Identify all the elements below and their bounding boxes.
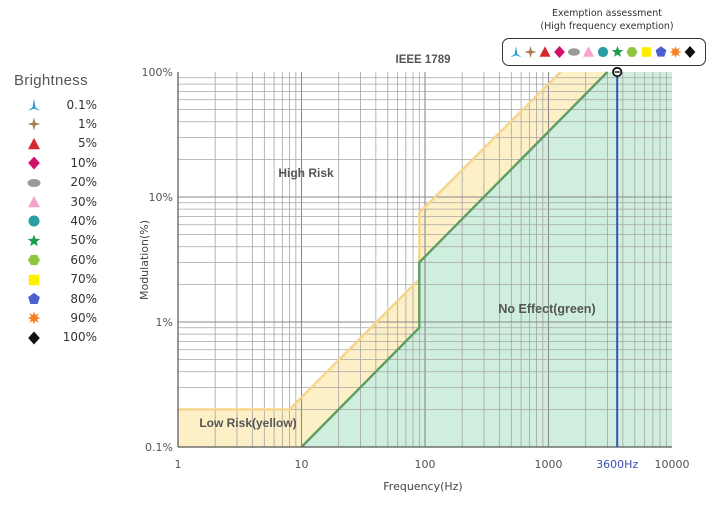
legend-items: 0.1% 1% 5% 10% 20% 30% 40% 50% 60% 70% 80% 90% 100%: [14, 95, 124, 347]
exemption-hexagon-icon: [626, 47, 638, 57]
triangle-marker: [28, 195, 40, 208]
legend-item: 70%: [14, 270, 124, 289]
square-marker: [28, 274, 40, 285]
exemption-diamond-icon: [554, 46, 565, 58]
grid-lines: [178, 72, 672, 447]
chart-title: IEEE 1789: [396, 54, 451, 66]
exemption-diamond-icon: [684, 46, 696, 58]
x-tick-label: 10: [295, 458, 309, 471]
legend-item: 40%: [14, 211, 124, 230]
diamond-marker: [28, 331, 40, 345]
x-tick-label: 100: [415, 458, 436, 471]
exemption-box: [502, 38, 706, 66]
exemption-burst-star-icon: [669, 46, 682, 58]
ellipse-marker: [27, 178, 41, 187]
exemption-circle-icon: [597, 46, 609, 58]
spike-triangle-marker: [27, 98, 41, 111]
exemption-triangle-icon: [539, 46, 551, 57]
five-point-star-icon: [27, 234, 41, 246]
exemption-title: Exemption assessment: [552, 8, 662, 19]
region-label-no-effect: No Effect(green): [498, 302, 595, 316]
brightness-legend: Brightness 0.1% 1% 5% 10% 20% 30% 40% 50% 60% 70%…: [14, 72, 124, 347]
region-label-low-risk: Low Risk(yellow): [199, 416, 296, 430]
legend-item: 30%: [14, 192, 124, 211]
region-borders: [178, 71, 609, 448]
exemption-five-point-star-icon: [611, 46, 624, 57]
circle-icon: [28, 215, 40, 227]
legend-item-label: 60%: [70, 252, 97, 267]
legend-item: 5%: [14, 134, 124, 153]
legend-item: 80%: [14, 289, 124, 308]
legend-item-label: 50%: [70, 233, 97, 248]
triangle-icon: [28, 195, 40, 208]
x-tick-label: 1: [175, 458, 182, 471]
legend-item-label: 20%: [70, 175, 97, 190]
legend-title: Brightness: [14, 72, 88, 89]
circle-marker: [28, 215, 40, 227]
diamond-marker: [28, 156, 40, 170]
ellipse-icon: [27, 178, 41, 187]
y-tick-label: 0.1%: [145, 441, 173, 454]
hexagon-icon: [28, 254, 40, 266]
legend-item-label: 10%: [70, 155, 97, 170]
pentagon-marker: [28, 292, 40, 304]
legend-item-label: 70%: [70, 272, 97, 287]
region-label-high-risk: High Risk: [278, 166, 334, 180]
exemption-triangle-icon: [582, 46, 595, 57]
legend-item: 50%: [14, 231, 124, 250]
diamond-icon: [28, 156, 40, 170]
legend-item: 0.1%: [14, 95, 124, 114]
no-effect-boundary: [300, 71, 609, 448]
y-axis-label: Modulation(%): [138, 220, 151, 300]
x-tick-label: 1000: [535, 458, 563, 471]
y-tick-label: 100%: [142, 66, 173, 79]
exemption-spike-triangle-icon: [510, 46, 522, 58]
y-tick-label: 10%: [149, 191, 173, 204]
triangle-marker: [28, 137, 40, 149]
exemption-four-point-star-icon: [524, 46, 537, 58]
legend-item: 60%: [14, 250, 124, 269]
triangle-icon: [28, 137, 40, 149]
legend-item: 10%: [14, 153, 124, 172]
exemption-subtitle: (High frequency exemption): [540, 21, 674, 32]
burst-star-icon: [27, 311, 41, 325]
spike-triangle-icon: [27, 98, 41, 111]
axis-frame: [177, 72, 672, 448]
legend-item: 90%: [14, 308, 124, 327]
hexagon-marker: [28, 254, 40, 266]
tick-labels: 1 10 100 1000 10000 0.1% 1% 10% 100%: [142, 66, 690, 471]
legend-item: 1%: [14, 114, 124, 133]
legend-item-label: 100%: [62, 330, 97, 345]
legend-item-label: 90%: [70, 310, 97, 325]
four-point-star-marker: [27, 117, 41, 131]
x-axis-label: Frequency(Hz): [383, 480, 462, 493]
burst-star-marker: [27, 311, 41, 325]
legend-item: 20%: [14, 173, 124, 192]
four-point-star-icon: [27, 117, 41, 131]
square-icon: [28, 274, 40, 285]
legend-item-label: 30%: [70, 194, 97, 209]
x-tick-label: 10000: [655, 458, 690, 471]
exemption-square-icon: [641, 47, 652, 57]
exemption-ellipse-icon: [568, 48, 580, 56]
legend-item-label: 40%: [70, 214, 97, 229]
legend-item-label: 5%: [77, 136, 97, 151]
frequency-marker: 3600Hz: [596, 66, 638, 471]
exemption-pentagon-icon: [655, 46, 667, 57]
pentagon-icon: [28, 292, 40, 304]
y-tick-label: 1%: [156, 316, 173, 329]
marker-label-3600hz: 3600Hz: [596, 458, 638, 471]
legend-item: 100%: [14, 328, 124, 347]
diamond-icon: [28, 331, 40, 345]
legend-item-label: 80%: [70, 291, 97, 306]
exemption-icons: [510, 46, 696, 58]
five-point-star-marker: [27, 234, 41, 246]
legend-item-label: 1%: [77, 117, 97, 132]
legend-item-label: 0.1%: [66, 97, 98, 112]
